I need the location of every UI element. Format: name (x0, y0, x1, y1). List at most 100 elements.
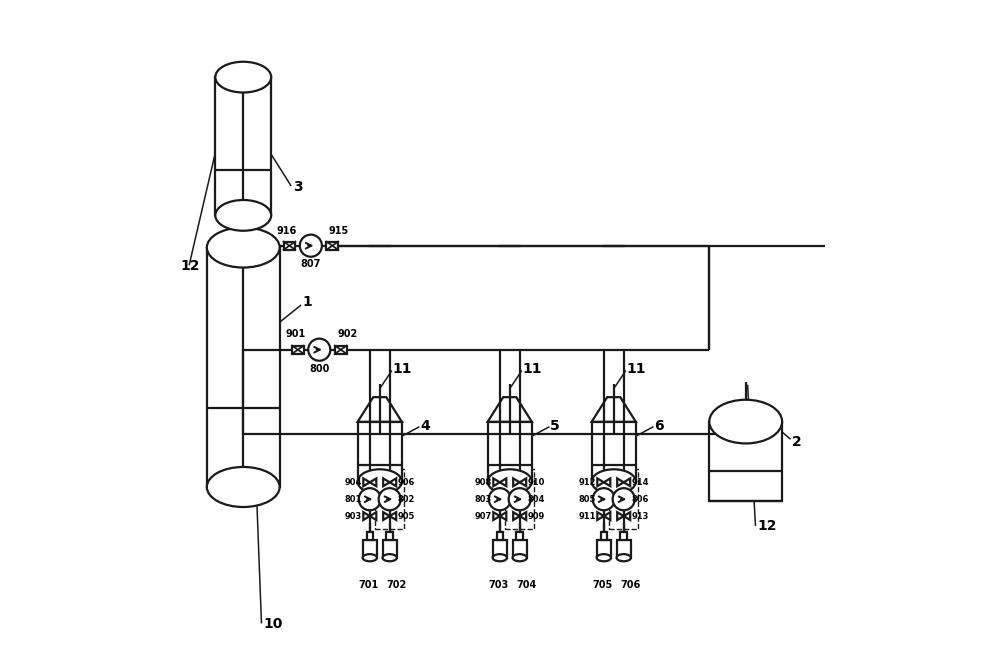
Ellipse shape (493, 554, 507, 561)
Bar (513, 540, 527, 558)
Polygon shape (624, 512, 630, 520)
Polygon shape (488, 397, 532, 422)
Polygon shape (617, 478, 624, 486)
Bar (215, 77, 271, 215)
Polygon shape (390, 478, 396, 486)
Text: 800: 800 (309, 364, 329, 374)
Text: 903: 903 (344, 512, 362, 521)
Ellipse shape (215, 200, 271, 231)
Text: 914: 914 (632, 478, 649, 487)
Polygon shape (363, 478, 370, 486)
Polygon shape (500, 512, 506, 520)
Circle shape (593, 488, 615, 510)
Ellipse shape (513, 554, 527, 561)
Polygon shape (370, 512, 376, 520)
Text: 908: 908 (474, 478, 492, 487)
Circle shape (300, 235, 322, 257)
Text: 902: 902 (337, 329, 357, 339)
Text: 1: 1 (302, 295, 312, 309)
Text: 701: 701 (358, 580, 379, 590)
Polygon shape (520, 512, 526, 520)
Ellipse shape (207, 467, 280, 507)
Polygon shape (592, 397, 636, 422)
Ellipse shape (215, 62, 271, 92)
Text: 704: 704 (516, 580, 536, 590)
Polygon shape (624, 478, 630, 486)
Polygon shape (383, 512, 390, 520)
Ellipse shape (363, 554, 377, 561)
Text: 3: 3 (293, 180, 303, 194)
Text: 705: 705 (592, 580, 613, 590)
Bar (709, 422, 782, 500)
Bar (497, 532, 503, 540)
Bar (488, 422, 532, 482)
Text: 806: 806 (632, 495, 649, 504)
Text: 5: 5 (550, 419, 560, 433)
Polygon shape (370, 478, 376, 486)
Ellipse shape (597, 554, 611, 561)
Text: 912: 912 (578, 478, 596, 487)
Text: 6: 6 (654, 419, 664, 433)
Circle shape (359, 488, 381, 510)
Text: 915: 915 (329, 226, 349, 237)
Bar (335, 346, 347, 354)
Bar (326, 242, 338, 250)
Ellipse shape (617, 554, 631, 561)
Text: 802: 802 (398, 495, 415, 504)
Ellipse shape (383, 554, 397, 561)
Polygon shape (358, 397, 402, 422)
Polygon shape (520, 478, 526, 486)
Text: 905: 905 (398, 512, 415, 521)
Bar (284, 242, 295, 250)
Bar (358, 422, 402, 482)
Polygon shape (597, 512, 604, 520)
Ellipse shape (488, 469, 532, 494)
Bar (386, 532, 393, 540)
Polygon shape (383, 478, 390, 486)
Text: 10: 10 (263, 617, 283, 631)
Bar (292, 346, 304, 354)
Text: 907: 907 (474, 512, 492, 521)
Text: 803: 803 (474, 495, 492, 504)
Bar (609, 469, 638, 529)
Text: 801: 801 (344, 495, 362, 504)
Bar (505, 469, 534, 529)
Circle shape (613, 488, 635, 510)
Ellipse shape (358, 469, 402, 494)
Bar (493, 540, 507, 558)
Bar (620, 532, 627, 540)
Text: 909: 909 (528, 512, 545, 521)
Text: 702: 702 (386, 580, 406, 590)
Ellipse shape (592, 469, 636, 494)
Circle shape (379, 488, 401, 510)
Polygon shape (597, 478, 604, 486)
Bar (207, 248, 280, 487)
Polygon shape (513, 478, 520, 486)
Text: 805: 805 (578, 495, 596, 504)
Bar (367, 532, 373, 540)
Polygon shape (493, 478, 500, 486)
Circle shape (489, 488, 511, 510)
Text: 2: 2 (792, 435, 802, 449)
Polygon shape (390, 512, 396, 520)
Text: 807: 807 (301, 259, 321, 269)
Bar (601, 532, 607, 540)
Text: 12: 12 (757, 519, 777, 534)
Text: 904: 904 (344, 478, 362, 487)
Bar (383, 540, 397, 558)
Polygon shape (617, 512, 624, 520)
Polygon shape (604, 478, 610, 486)
Polygon shape (493, 512, 500, 520)
Circle shape (509, 488, 531, 510)
Bar (516, 532, 523, 540)
Text: 910: 910 (528, 478, 545, 487)
Circle shape (308, 339, 330, 361)
Polygon shape (513, 512, 520, 520)
Text: 703: 703 (488, 580, 509, 590)
Text: 804: 804 (528, 495, 545, 504)
Bar (363, 540, 377, 558)
Text: 913: 913 (632, 512, 649, 521)
Text: 11: 11 (627, 362, 646, 376)
Text: 901: 901 (285, 329, 305, 339)
Polygon shape (363, 512, 370, 520)
